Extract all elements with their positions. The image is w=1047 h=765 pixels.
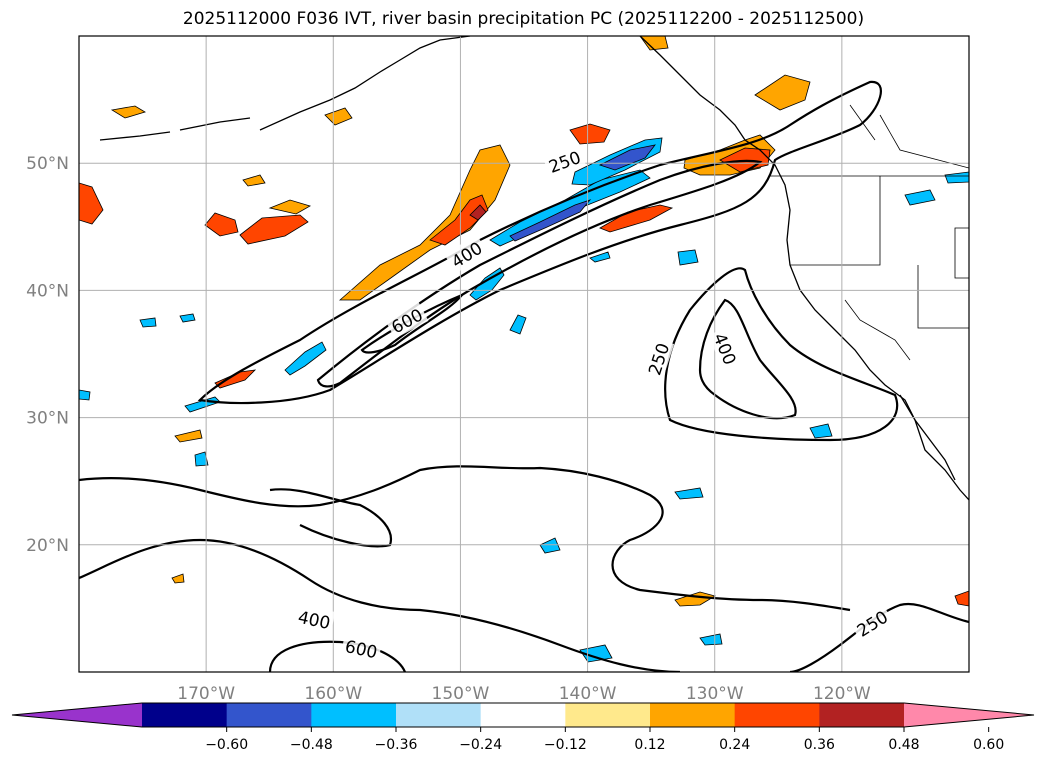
contour-south-600 — [268, 640, 407, 672]
contour-south-3 — [269, 488, 393, 548]
colorbar-extend-high — [904, 703, 1034, 727]
contour-250-subtropical — [664, 267, 899, 442]
colorbar-segment-8 — [819, 703, 905, 727]
colorbar-tick-8: 0.48 — [888, 737, 919, 753]
colorbar-tick-9: 0.60 — [973, 737, 1004, 753]
lon-label-5: 120°W — [813, 684, 871, 704]
lat-label-2: 30°N — [26, 409, 69, 429]
political-boundaries — [770, 104, 969, 361]
colorbar-segment-6 — [650, 703, 736, 727]
colorbar-segment-7 — [734, 703, 820, 727]
colorbar-tick-3: −0.24 — [459, 737, 502, 753]
lon-label-0: 170°W — [177, 684, 235, 704]
colorbar-tick-5: 0.12 — [634, 737, 665, 753]
map-title: 2025112000 F036 IVT, river basin precipi… — [182, 9, 865, 29]
contour-south-1 — [79, 465, 851, 612]
colorbar-tick-4: −0.12 — [544, 737, 587, 753]
lon-label-1: 160°W — [304, 684, 362, 704]
map-background — [79, 36, 969, 672]
colorbar-segment-0 — [142, 703, 228, 727]
map-frame — [78, 35, 970, 673]
colorbar-segment-3 — [396, 703, 482, 727]
graticule — [79, 36, 969, 672]
latitude-labels: 50°N 40°N 30°N 20°N — [26, 154, 69, 556]
colorbar-tick-0: −0.60 — [205, 737, 248, 753]
contour-south-2 — [79, 538, 681, 672]
colorbar-tick-2: −0.36 — [375, 737, 418, 753]
lon-label-2: 150°W — [432, 684, 490, 704]
lon-label-3: 140°W — [559, 684, 617, 704]
colorbar-segment-4 — [480, 703, 566, 727]
colorbar: −0.60 −0.48 −0.36 −0.24 −0.12 0.12 0.24 0.36 0.4… — [11, 702, 1035, 753]
lat-label-1: 40°N — [26, 281, 69, 301]
colorbar-outline — [11, 702, 1035, 728]
lon-label-4: 130°W — [686, 684, 744, 704]
lat-label-3: 20°N — [26, 536, 69, 556]
longitude-labels: 170°W 160°W 150°W 140°W 130°W 120°W — [177, 684, 871, 704]
lat-label-0: 50°N — [26, 154, 69, 174]
contour-label-6: 600 — [340, 633, 383, 663]
colorbar-tick-7: 0.36 — [804, 737, 835, 753]
colorbar-tick-1: −0.48 — [290, 737, 333, 753]
colorbar-tick-6: 0.24 — [719, 737, 750, 753]
colorbar-segment-2 — [311, 703, 397, 727]
colorbar-extend-low — [12, 703, 142, 727]
contour-400-ar — [316, 159, 763, 388]
colorbar-segment-5 — [565, 703, 651, 727]
colorbar-segment-1 — [226, 703, 312, 727]
precip-anomaly-fields — [79, 36, 969, 663]
